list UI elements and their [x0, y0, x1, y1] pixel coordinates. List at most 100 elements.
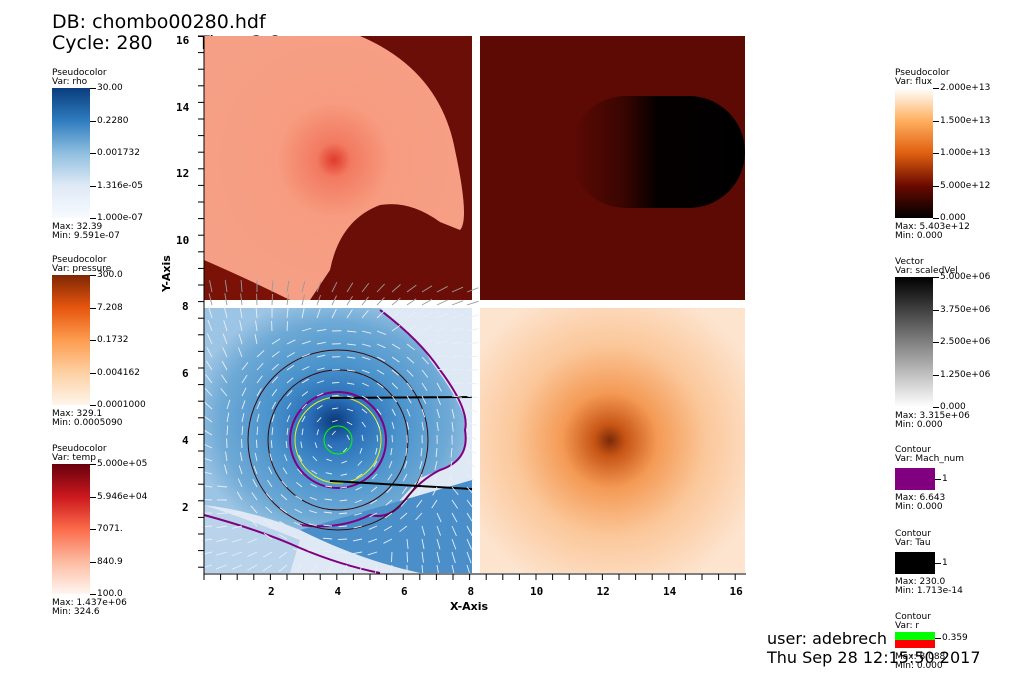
velocity-arrow	[200, 551, 213, 556]
legend-tick-label: 5.000e+06	[940, 272, 991, 282]
velocity-arrow	[374, 564, 378, 576]
velocity-arrow	[419, 460, 423, 470]
velocity-arrow	[406, 343, 416, 351]
velocity-arrow	[436, 382, 442, 392]
velocity-arrow	[322, 550, 333, 553]
velocity-arrow	[322, 537, 333, 540]
legend-tick	[90, 88, 96, 89]
contour-tick-label: 1	[942, 558, 948, 568]
velocity-arrow	[436, 354, 448, 358]
legend-variable: Var: rho	[52, 77, 88, 87]
velocity-arrow	[451, 300, 464, 306]
velocity-arrow	[240, 280, 243, 293]
legend-tick	[90, 218, 96, 219]
velocity-arrow	[256, 388, 262, 397]
velocity-arrow	[220, 374, 228, 384]
velocity-arrow	[434, 460, 438, 470]
legend-title: Pseudocolor	[895, 68, 950, 78]
contour-legend-0: Contour Var: Mach_num 1 Max: 6.643 Min: 0.00…	[895, 445, 1015, 512]
velocity-arrow	[316, 281, 322, 293]
velocity-arrow	[225, 451, 228, 462]
legend-tick-label: 0.001732	[97, 148, 140, 158]
velocity-arrow	[316, 392, 324, 397]
velocity-arrow	[356, 473, 363, 479]
velocity-arrow	[361, 343, 371, 347]
velocity-arrow	[466, 382, 478, 385]
contour-tick-label: 1	[942, 474, 948, 484]
legend-tick	[933, 277, 939, 278]
velocity-arrow	[451, 538, 457, 550]
legend-tick	[933, 120, 939, 122]
velocity-arrow	[376, 434, 379, 442]
legend-tick	[90, 307, 96, 309]
velocity-arrow	[391, 297, 401, 306]
velocity-arrow	[406, 356, 415, 364]
velocity-arrow	[224, 464, 228, 475]
rho-quadrant	[203, 308, 473, 574]
velocity-arrow	[466, 512, 474, 523]
legend-tick-label: 1.000e-07	[97, 213, 144, 223]
legend-left-2: Pseudocolor Var: temp 5.000e+05 5.946e+04 70…	[52, 444, 182, 617]
velocity-arrow	[326, 458, 333, 462]
velocity-arrow	[436, 326, 448, 332]
velocity-arrow	[346, 309, 353, 319]
velocity-arrow	[436, 313, 448, 319]
velocity-arrow	[255, 439, 258, 449]
velocity-arrow	[376, 297, 385, 306]
contour-swatch	[895, 640, 935, 648]
velocity-arrow	[421, 382, 428, 391]
velocity-arrow	[341, 460, 348, 464]
legend-tick	[933, 374, 939, 376]
velocity-arrow	[247, 564, 258, 571]
velocity-arrow	[451, 369, 463, 371]
velocity-arrow	[247, 538, 258, 544]
velocity-arrow	[340, 473, 348, 476]
velocity-arrow	[201, 485, 213, 488]
velocity-arrow	[346, 356, 356, 359]
velocity-arrow	[203, 429, 213, 436]
legend-max: Max: 3.315e+06	[895, 411, 970, 421]
velocity-arrow	[355, 486, 363, 491]
velocity-arrow	[286, 321, 289, 332]
velocity-arrow	[237, 478, 243, 488]
velocity-arrow	[466, 421, 477, 427]
legend-tick	[90, 275, 96, 276]
contour-tick	[935, 563, 941, 564]
legend-tick	[90, 464, 96, 465]
velocity-arrow	[406, 395, 412, 404]
legend-min: Min: 0.000	[895, 231, 943, 241]
velocity-arrow	[224, 280, 228, 293]
legend-tick	[90, 496, 96, 498]
velocity-arrow	[223, 320, 228, 332]
velocity-arrow	[239, 306, 243, 319]
velocity-arrow	[205, 374, 213, 384]
velocity-arrow	[361, 330, 372, 334]
velocity-arrow	[361, 382, 370, 387]
velocity-arrow	[284, 454, 288, 462]
velocity-arrow	[451, 355, 463, 358]
contour-min: Min: 0.000	[895, 502, 943, 512]
velocity-arrow	[286, 280, 290, 293]
velocity-arrow	[399, 525, 408, 533]
velocity-arrow	[262, 551, 273, 558]
legend-tick-label: 0.2280	[97, 115, 129, 126]
legend-colorbar	[895, 277, 933, 407]
velocity-arrow	[354, 499, 363, 504]
velocity-arrow	[346, 282, 354, 293]
velocity-arrow	[206, 347, 213, 358]
velocity-arrow	[421, 340, 432, 345]
velocity-arrow	[346, 369, 355, 372]
velocity-arrow	[385, 499, 393, 506]
legend-tick-label: 3.750e+06	[940, 304, 991, 315]
velocity-arrow	[252, 479, 258, 488]
velocity-arrow	[340, 486, 348, 489]
velocity-arrow	[436, 299, 448, 306]
velocity-arrow	[309, 510, 318, 514]
velocity-arrow	[238, 333, 243, 345]
legend-tick	[933, 309, 939, 311]
legend-left-1: Pseudocolor Var: pressure 300.0 7.208 0.1732…	[52, 255, 182, 428]
velocity-arrow	[309, 496, 318, 501]
legend-tick	[90, 153, 96, 154]
legend-tick-label: 300.0	[97, 270, 123, 280]
velocity-arrow	[436, 340, 448, 345]
